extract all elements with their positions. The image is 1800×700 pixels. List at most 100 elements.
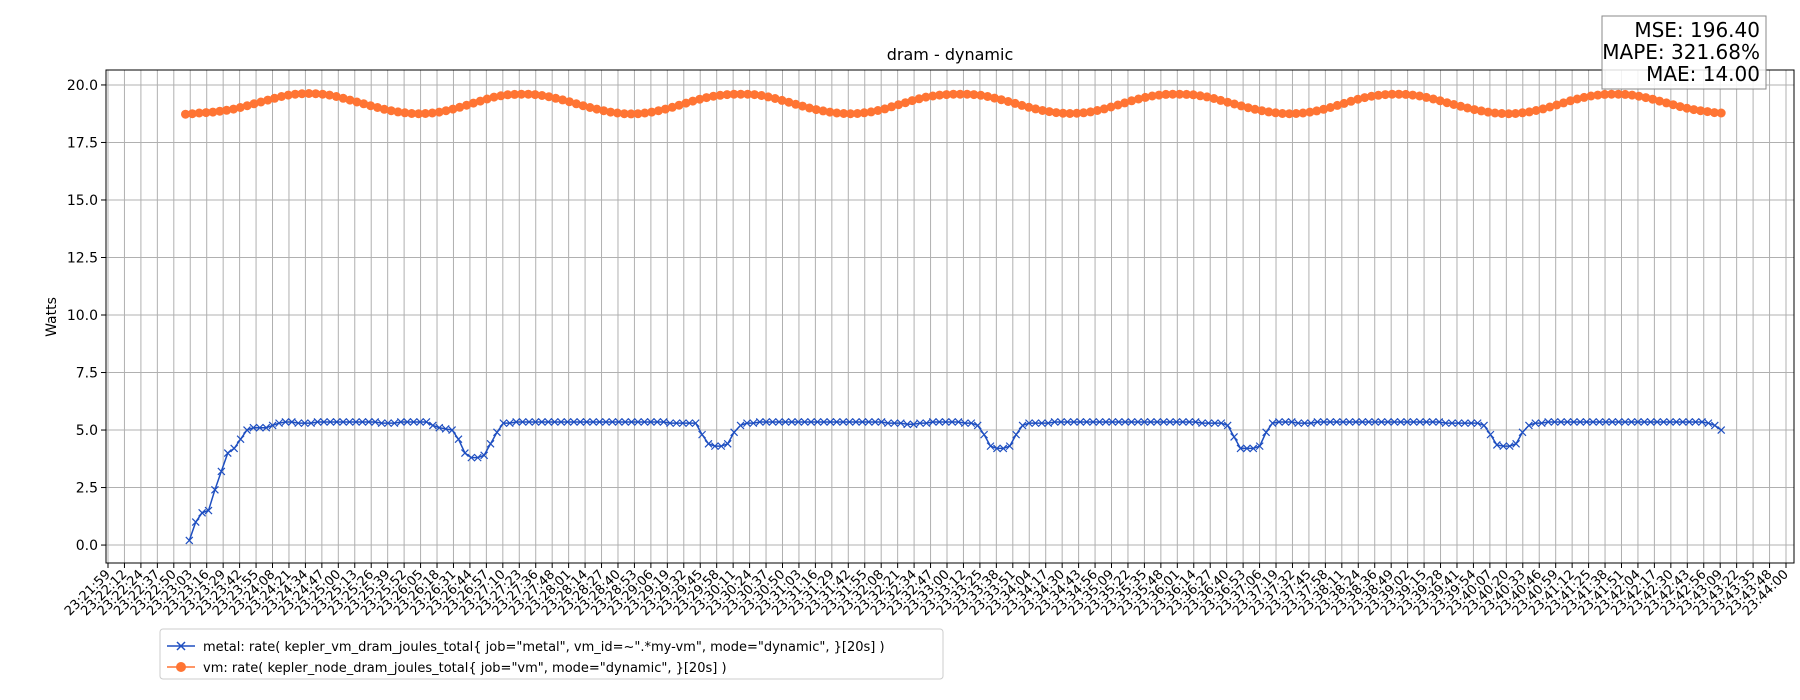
data-point [256,97,266,107]
data-point [794,418,803,426]
data-point [1401,89,1411,99]
data-point [777,95,787,105]
data-point [736,89,746,99]
data-point [1531,419,1540,428]
data-point [1210,419,1219,428]
y-tick-label: 15.0 [67,193,98,209]
data-point [263,95,273,105]
data-point [1332,418,1341,426]
data-point [935,418,944,426]
data-point [813,418,822,426]
data-point [326,418,335,426]
data-point [1010,98,1020,108]
data-point [1057,418,1065,426]
data-point [1204,419,1213,428]
data-point [473,453,482,462]
data-point [1003,97,1013,106]
data-point [685,419,694,428]
data-point [1512,439,1521,448]
data-point [1250,104,1260,114]
data-point [551,93,561,103]
data-point [1236,444,1245,453]
series-vm [181,89,1726,119]
data-point [1595,418,1604,426]
data-point [1524,107,1534,117]
data-point [1421,92,1431,102]
data-point [366,101,376,111]
data-point [482,94,492,104]
data-point [743,419,751,428]
data-point [1473,419,1482,428]
data-point [1659,418,1668,426]
data-point [1072,108,1082,118]
data-point [626,109,636,119]
y-tick-label: 7.5 [76,366,98,382]
legend-entry-metal: metal: rate( kepler_vm_dram_joules_total… [167,640,885,655]
data-point [1264,107,1274,117]
data-point [715,90,725,100]
data-point [217,467,226,476]
data-point [954,418,963,426]
legend-label-metal: metal: rate( kepler_vm_dram_joules_total… [203,640,885,655]
data-point [1415,91,1425,101]
data-point [1499,442,1508,451]
data-point [672,419,681,428]
data-point [1704,419,1713,428]
data-point [667,102,677,112]
data-point [1146,418,1155,426]
data-point [1460,419,1469,428]
data-point [1537,419,1546,428]
data-point [887,102,897,112]
data-point [990,93,999,103]
y-axis-label: Watts [44,297,60,337]
data-point [523,89,533,99]
data-point [1518,428,1527,437]
data-point [1627,418,1636,426]
data-point [1319,418,1328,426]
data-point [1063,418,1072,426]
data-point [1287,418,1296,426]
data-point [569,418,578,426]
data-point [1661,98,1671,108]
data-point [1051,108,1061,118]
data-point [1435,418,1444,426]
data-point [268,421,277,430]
data-point [1195,91,1205,101]
y-axis-ticks: 0.0 2.5 5.0 7.5 10.0 12.5 15.0 17.5 20.0 [67,78,106,554]
data-point [1538,104,1548,114]
data-point [422,418,431,426]
data-point [1505,442,1514,451]
data-point [531,418,540,426]
data-point [480,451,489,460]
data-point [1018,421,1027,430]
data-point [407,109,417,118]
data-point [1641,93,1651,103]
data-point [1198,419,1206,428]
data-point [1441,419,1450,428]
data-point [1082,418,1091,426]
data-point [204,506,213,515]
data-point [1601,418,1610,426]
data-point [750,90,759,100]
data-point [1396,418,1405,426]
data-point [1373,90,1383,100]
data-point [1154,90,1164,100]
data-point [576,418,585,426]
data-point [858,418,867,426]
data-point [393,107,403,117]
data-point [916,419,924,428]
data-point [1497,109,1507,118]
data-point [1428,94,1438,104]
data-point [352,418,360,426]
data-point [999,444,1008,453]
data-point [900,98,910,108]
data-point [441,424,450,433]
data-point [1268,419,1277,428]
data-point [1358,418,1367,426]
data-point [1243,103,1253,113]
data-point [400,108,410,118]
data-point [1089,418,1097,426]
plot-frame [105,69,1795,564]
data-point [229,104,238,114]
